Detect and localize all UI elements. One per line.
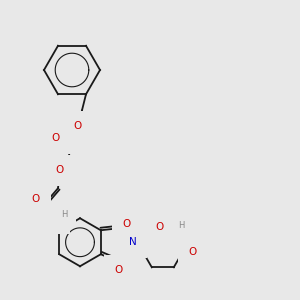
Text: O: O: [189, 247, 197, 257]
Text: O: O: [56, 165, 64, 175]
Text: N: N: [129, 237, 137, 247]
Text: N: N: [52, 213, 60, 223]
Text: N: N: [170, 224, 178, 234]
Text: O: O: [115, 265, 123, 275]
Text: O: O: [123, 219, 131, 229]
Text: H: H: [61, 210, 67, 219]
Text: O: O: [74, 121, 82, 131]
Text: H: H: [178, 221, 185, 230]
Text: O: O: [52, 133, 60, 143]
Text: O: O: [156, 222, 164, 232]
Text: O: O: [32, 194, 40, 204]
